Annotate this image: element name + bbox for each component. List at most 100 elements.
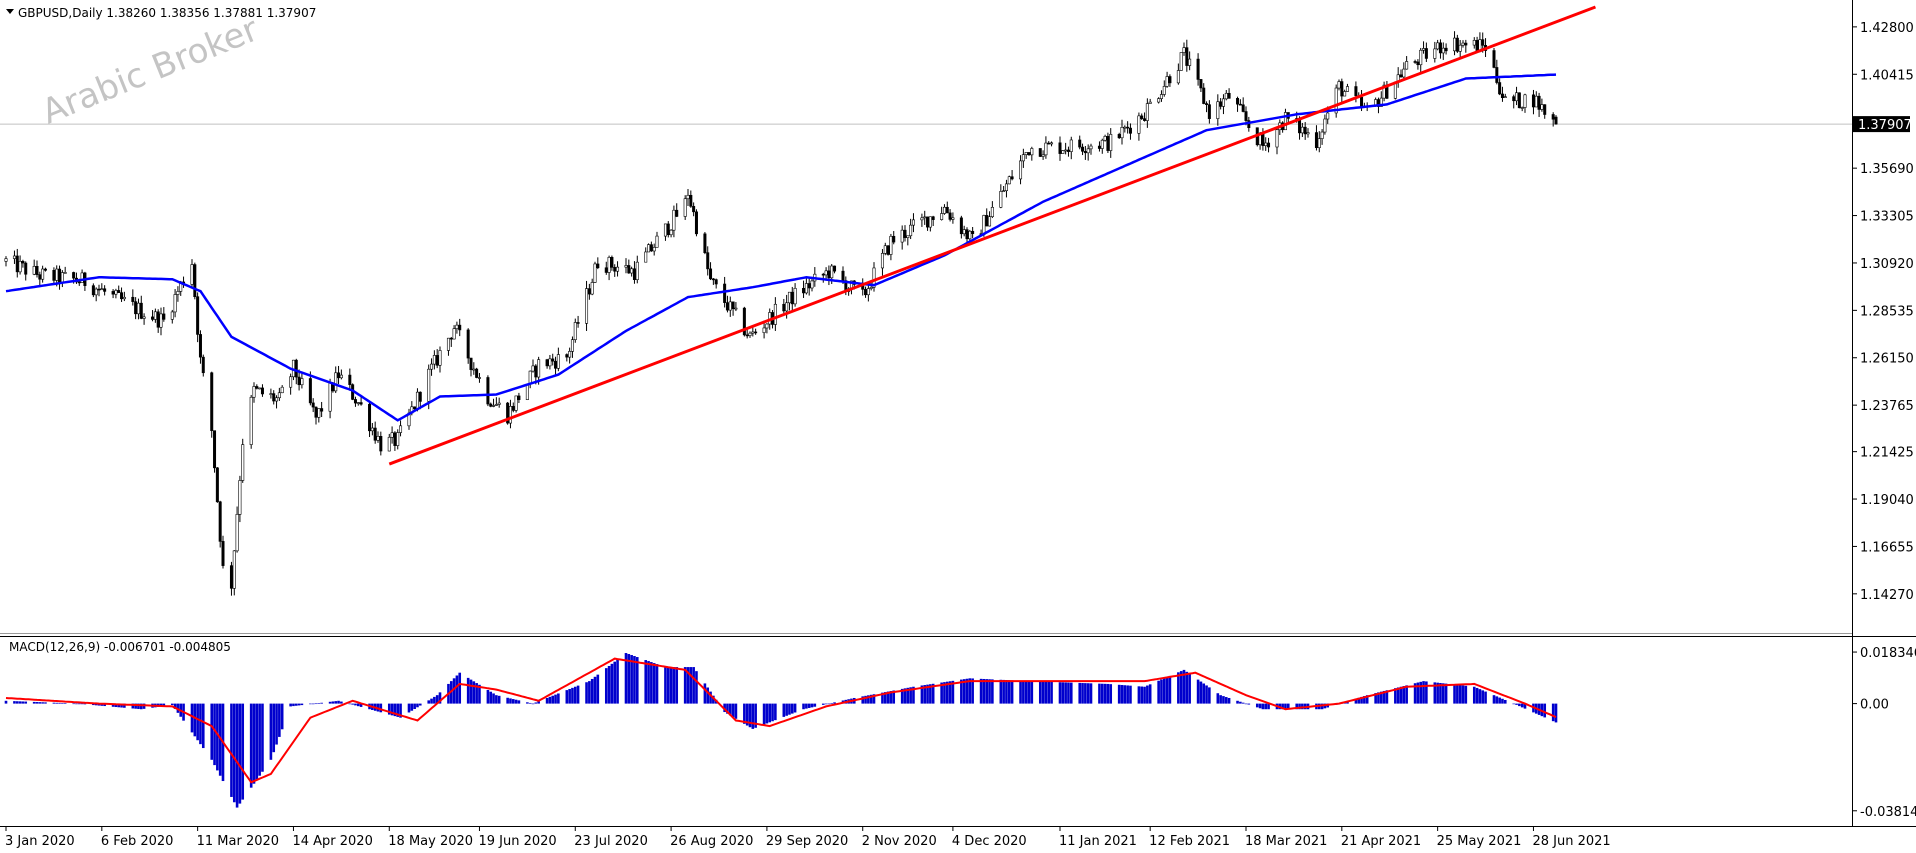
candle: [1337, 79, 1341, 91]
candle: [911, 213, 915, 233]
candle: [396, 429, 400, 450]
macd-bar: [788, 703, 791, 715]
macd-bar: [1267, 703, 1270, 710]
macd-bar: [765, 703, 769, 724]
candle: [903, 225, 907, 242]
macd-bar: [833, 702, 836, 704]
macd-bar: [999, 679, 1003, 704]
candle: [58, 265, 62, 290]
macd-bar: [867, 695, 870, 704]
macd-bar: [269, 703, 273, 760]
macd-bar: [864, 695, 867, 704]
time-axis[interactable]: 3 Jan 2020 6 Feb 2020 11 Mar 2020 14 Apr 20…: [5, 826, 1611, 849]
macd-bar: [1419, 681, 1423, 704]
macd-bar: [728, 703, 732, 716]
candle: [1109, 128, 1113, 158]
time-tick-label: 11 Jan 2021: [1059, 834, 1137, 849]
price-axis[interactable]: 1.42800 1.40415 1.35690 1.33305 1.30920 1.285…: [1852, 21, 1914, 603]
macd-bar: [435, 695, 439, 704]
candle: [892, 231, 896, 245]
macd-bar: [683, 667, 687, 704]
candle: [41, 265, 45, 283]
macd-bar: [75, 703, 78, 705]
candle: [269, 388, 273, 399]
current-price-label: 1.37907: [1858, 118, 1912, 133]
macd-bar: [1061, 682, 1065, 704]
macd-bar: [1261, 703, 1265, 710]
macd-bar: [548, 696, 552, 704]
candle: [320, 401, 324, 418]
macd-bar: [1002, 679, 1005, 704]
candle: [880, 249, 884, 276]
macd-bar: [1394, 688, 1397, 704]
macd-bar: [1103, 683, 1107, 704]
macd-bar: [557, 693, 560, 704]
macd-bar: [573, 686, 577, 704]
macd-bar: [4, 700, 8, 704]
macd-bar: [328, 701, 332, 704]
macd-bar: [1484, 691, 1487, 704]
macd-bar: [1123, 685, 1127, 704]
macd-bar: [1554, 703, 1558, 723]
candle: [458, 318, 462, 337]
macd-bar: [495, 695, 498, 704]
candle: [373, 421, 377, 444]
macd-bar: [1255, 703, 1259, 708]
candle: [117, 285, 121, 293]
candle: [790, 286, 794, 311]
trendline[interactable]: [388, 5, 1596, 466]
macd-bar: [1284, 703, 1287, 710]
macd-bar: [83, 703, 87, 705]
candle: [1399, 69, 1403, 78]
macd-bar: [1117, 684, 1121, 704]
candle: [1165, 71, 1169, 88]
candle: [1030, 146, 1034, 161]
candle: [711, 278, 715, 285]
candle: [91, 283, 95, 298]
candle: [990, 201, 994, 219]
candle: [686, 188, 690, 206]
macd-bar: [627, 654, 631, 704]
price-candles: [4, 31, 1558, 596]
candle: [4, 256, 8, 267]
macd-bar: [633, 656, 636, 704]
macd-bar: [1360, 696, 1363, 704]
candle: [1185, 39, 1189, 72]
main-price-pane[interactable]: Arabic Broker GBPUSD,Daily 1.38260 1.383…: [0, 5, 1852, 596]
candle: [1064, 142, 1068, 155]
macd-bar: [489, 691, 493, 704]
candle: [725, 295, 729, 313]
macd-bar: [650, 662, 653, 704]
macd-pane[interactable]: MACD(12,26,9) -0.006701 -0.004805: [4, 640, 1558, 808]
candle: [506, 401, 510, 425]
candle: [1517, 92, 1521, 109]
macd-bar: [1019, 680, 1022, 704]
macd-bar: [249, 703, 253, 788]
macd-bar: [1405, 685, 1408, 704]
candle: [1148, 98, 1152, 104]
candle: [1264, 137, 1268, 151]
candle: [514, 395, 518, 413]
macd-bar: [903, 688, 907, 704]
candle: [390, 426, 394, 444]
chevron-down-icon[interactable]: [6, 9, 14, 14]
macd-bar: [1551, 703, 1555, 722]
candle: [156, 309, 160, 333]
candle: [807, 277, 811, 296]
candle: [872, 262, 876, 292]
macd-bar: [63, 703, 67, 704]
candle: [652, 243, 656, 256]
candle: [1495, 59, 1499, 85]
candle: [1143, 112, 1147, 122]
candle: [1438, 39, 1442, 59]
candle: [100, 283, 104, 291]
candle: [666, 221, 670, 238]
macd-bar: [1520, 703, 1524, 708]
macd-bar: [1258, 703, 1262, 709]
macd-bar: [810, 703, 814, 708]
macd-bar: [951, 680, 955, 704]
macd-bar: [1208, 687, 1211, 704]
candle: [1137, 112, 1141, 141]
